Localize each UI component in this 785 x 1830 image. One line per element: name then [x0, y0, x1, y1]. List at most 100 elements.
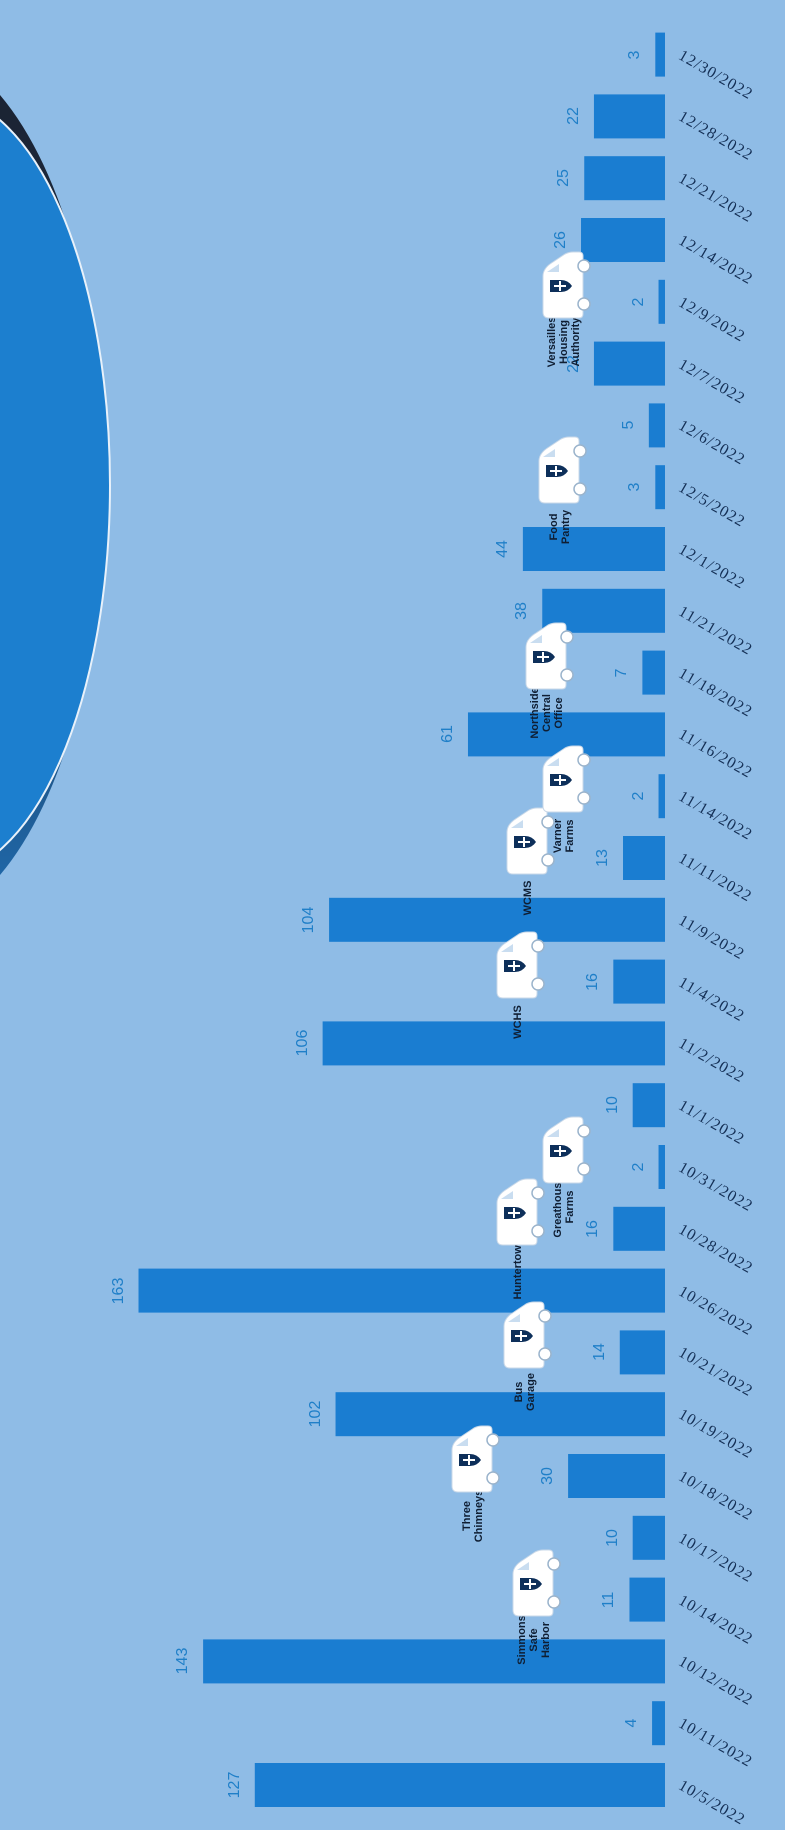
value-label: 2 — [629, 791, 647, 801]
value-label: 16 — [584, 972, 602, 991]
value-label: 25 — [555, 169, 573, 188]
value-label: 61 — [438, 725, 456, 744]
bar-10-17-2022 — [632, 1515, 665, 1560]
site-name: Huntertown — [483, 1238, 553, 1299]
site-name-line: Bus Garage — [512, 1373, 537, 1412]
bar-11-1-2022 — [632, 1083, 665, 1128]
site-name-line: WCHS — [512, 1004, 525, 1039]
bar-11-14-2022 — [658, 774, 665, 819]
bar-10-26-2022 — [138, 1268, 665, 1313]
site-name-line: Authority — [569, 317, 582, 367]
site-name-line: Versailles — [545, 316, 558, 368]
site-name-line: WCMS — [522, 880, 534, 916]
value-label: 2 — [629, 297, 647, 307]
van-icon — [525, 622, 575, 690]
value-label: 104 — [300, 906, 318, 934]
shield-cross-icon — [510, 1330, 533, 1343]
bar-11-4-2022 — [613, 959, 665, 1004]
value-label: 163 — [109, 1277, 127, 1304]
site-marker: Northside Central Office — [512, 613, 582, 738]
bar-10-28-2022 — [613, 1206, 665, 1251]
bar-10-18-2022 — [568, 1454, 665, 1498]
value-label: 10 — [603, 1528, 621, 1547]
value-label: 106 — [293, 1030, 311, 1057]
site-marker: WCHS — [483, 922, 553, 1042]
site-name: Food Pantry — [525, 507, 595, 547]
site-name-line: Housing — [557, 319, 570, 364]
shield-cross-icon — [504, 959, 527, 972]
site-name-line: Three — [461, 1501, 474, 1531]
bar-12-28-2022 — [593, 94, 665, 139]
shield-cross-icon — [520, 1577, 543, 1590]
bar-10-12-2022 — [203, 1639, 666, 1684]
van-icon — [542, 251, 591, 319]
van-icon — [512, 1549, 562, 1617]
site-name-line: Simmons — [516, 1614, 529, 1665]
site-name: Simmons Safe Harbor — [499, 1615, 569, 1665]
site-name-line: Northside — [529, 686, 542, 739]
site-name-line: Farms — [563, 819, 576, 853]
van-icon — [542, 1116, 591, 1184]
bar-10-11-2022 — [652, 1701, 665, 1746]
shield-cross-icon — [504, 1206, 527, 1219]
bar-11-18-2022 — [642, 650, 665, 695]
site-name: Versailles Housing Authority — [529, 316, 599, 367]
value-label: 143 — [174, 1648, 192, 1675]
value-label: 3 — [626, 482, 644, 492]
site-marker: Bus Garage — [490, 1292, 560, 1412]
van-icon — [506, 807, 555, 875]
van-icon — [496, 1178, 546, 1246]
van-icon — [503, 1301, 552, 1369]
van-icon — [451, 1425, 500, 1493]
bar-11-2-2022 — [322, 1021, 665, 1066]
bar-12-21-2022 — [584, 156, 665, 201]
bar-11-9-2022 — [329, 897, 665, 942]
value-label: 10 — [603, 1096, 621, 1115]
bar-12-9-2022 — [658, 279, 665, 324]
site-name-line: Chimneys — [473, 1489, 486, 1543]
site-name-line: Safe Harbor — [528, 1621, 553, 1658]
bar-12-6-2022 — [648, 403, 665, 448]
site-marker: Huntertown — [483, 1169, 553, 1299]
bar-10-21-2022 — [619, 1330, 665, 1375]
shield-cross-icon — [549, 279, 572, 292]
value-label: 44 — [493, 540, 511, 558]
van-icon — [496, 931, 546, 999]
value-label: 5 — [619, 420, 637, 430]
site-name: Three Chimneys — [438, 1490, 508, 1543]
bar-11-11-2022 — [623, 836, 665, 880]
bar-12-14-2022 — [581, 218, 665, 262]
site-name: WCHS — [483, 1002, 553, 1042]
shield-cross-icon — [549, 774, 572, 787]
bar-12-5-2022 — [655, 465, 665, 510]
bar-12-30-2022 — [655, 32, 665, 77]
site-marker: Greathouse Farms — [529, 1107, 599, 1238]
site-marker: Food Pantry — [525, 427, 595, 547]
site-name: Greathouse Farms — [529, 1176, 599, 1237]
site-name-line: Varner — [551, 819, 564, 854]
bar-12-7-2022 — [593, 341, 665, 386]
value-label: 7 — [613, 668, 631, 678]
shield-cross-icon — [533, 650, 556, 663]
site-name: WCMS — [493, 878, 563, 918]
site-name: Bus Garage — [490, 1372, 560, 1412]
bar-10-14-2022 — [629, 1577, 665, 1622]
value-label: 3 — [626, 50, 644, 60]
bar-12-1-2022 — [522, 527, 665, 571]
value-label: 2 — [629, 1162, 647, 1172]
value-label: 4 — [623, 1718, 641, 1728]
shield-cross-icon — [514, 836, 536, 848]
bar-10-19-2022 — [335, 1392, 665, 1437]
site-name-line: Central — [541, 693, 554, 732]
site-name-line: Food Pantry — [548, 510, 573, 545]
bar-10-31-2022 — [658, 1145, 665, 1189]
site-marker: WCMS — [493, 798, 563, 918]
site-marker: Simmons Safe Harbor — [499, 1540, 569, 1665]
value-label: 30 — [539, 1467, 557, 1485]
value-label: 22 — [564, 107, 582, 126]
bar-10-5-2022 — [254, 1763, 666, 1807]
site-marker: Versailles Housing Authority — [529, 242, 599, 367]
van-icon — [538, 436, 588, 504]
